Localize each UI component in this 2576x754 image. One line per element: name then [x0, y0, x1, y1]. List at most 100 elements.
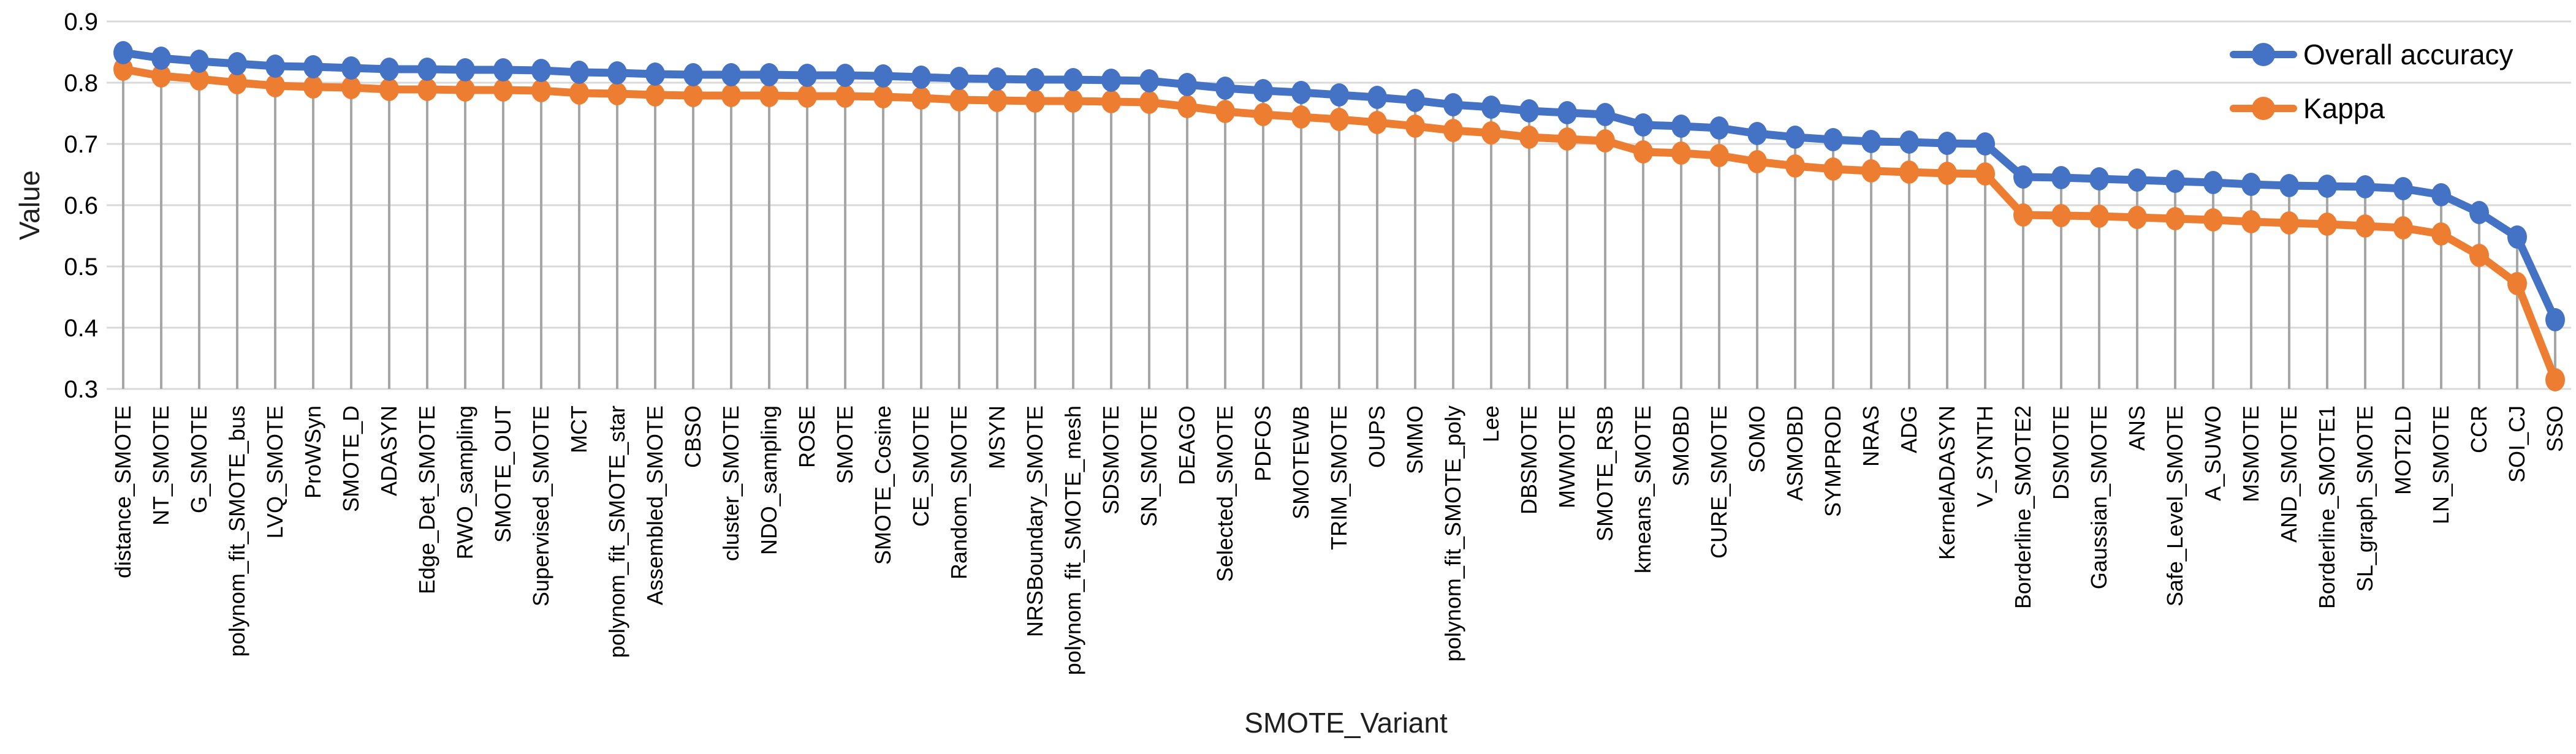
data-point: [949, 88, 969, 111]
x-tick-label: distance_SMOTE: [110, 405, 135, 578]
data-point: [455, 58, 475, 81]
legend-label: Overall accuracy: [2303, 39, 2513, 70]
data-point: [113, 41, 133, 64]
data-point: [2051, 204, 2071, 227]
x-tick-label: LVQ_SMOTE: [262, 405, 287, 538]
data-point: [721, 63, 741, 86]
x-tick-label: Random_SMOTE: [946, 405, 971, 579]
x-tick-label: CCR: [2466, 405, 2491, 453]
data-point: [1025, 89, 1045, 113]
legend-item-overall-accuracy[interactable]: Overall accuracy: [2230, 38, 2513, 71]
data-point: [265, 55, 285, 78]
x-tick-label: SDSMOTE: [1098, 405, 1123, 515]
data-point: [873, 64, 893, 88]
x-tick-label: DEAGO: [1174, 405, 1199, 485]
data-point: [1785, 126, 1805, 149]
data-point: [1367, 86, 1387, 109]
data-point: [2241, 173, 2261, 196]
data-point: [2469, 201, 2489, 224]
data-point: [2241, 210, 2261, 233]
x-tick-label: cluster_SMOTE: [718, 405, 743, 561]
data-point: [1177, 95, 1197, 118]
x-tick-label: SMOTE: [832, 405, 857, 484]
x-tick-label: Gaussian_SMOTE: [2086, 405, 2111, 589]
data-point: [2431, 222, 2451, 246]
data-point: [835, 85, 855, 108]
data-point: [151, 47, 171, 70]
data-point: [797, 85, 817, 108]
data-point: [721, 84, 741, 107]
x-tick-label: polynom_fit_SMOTE_star: [604, 405, 629, 658]
data-point: [1975, 132, 1995, 156]
data-point: [1937, 162, 1957, 185]
data-point: [1329, 108, 1349, 131]
data-point: [2545, 308, 2565, 331]
line-marker-icon: [2230, 42, 2297, 67]
x-tick-label: kmeans_SMOTE: [1630, 405, 1655, 573]
legend-label: Kappa: [2303, 92, 2385, 124]
data-point: [2013, 165, 2033, 189]
y-tick-label: 0.4: [64, 315, 98, 342]
data-point: [1975, 162, 1995, 186]
x-tick-label: RWO_sampling: [452, 405, 477, 559]
data-point: [987, 89, 1007, 112]
data-point: [645, 83, 665, 107]
data-point: [1101, 69, 1121, 92]
x-tick-label: Selected_SMOTE: [1212, 405, 1237, 582]
x-tick-label: Lee: [1478, 405, 1503, 442]
x-tick-label: ADASYN: [376, 405, 401, 496]
y-axis-title: Value: [13, 170, 45, 241]
legend-item-kappa[interactable]: Kappa: [2230, 92, 2513, 125]
data-point: [1405, 115, 1425, 138]
data-point: [2279, 174, 2299, 197]
data-point: [1747, 122, 1767, 145]
data-point: [493, 58, 513, 81]
x-tick-label: polynom_fit_SMOTE_bus: [224, 405, 249, 657]
data-point: [835, 64, 855, 87]
x-tick-label: SMOTEWB: [1288, 405, 1313, 519]
data-point: [417, 58, 437, 81]
data-point: [1443, 119, 1463, 142]
y-tick-label: 0.9: [64, 9, 98, 36]
x-tick-label: ANS: [2124, 405, 2149, 451]
data-point: [227, 71, 247, 94]
data-point: [531, 79, 551, 102]
data-point: [1557, 101, 1577, 124]
x-tick-label: SN_SMOTE: [1136, 405, 1161, 527]
x-tick-label: AND_SMOTE: [2276, 405, 2301, 543]
series-kappa: [113, 58, 2565, 391]
x-tick-label: CURE_SMOTE: [1706, 405, 1731, 559]
data-point: [1823, 128, 1843, 151]
data-point: [303, 75, 323, 99]
data-point: [2355, 175, 2375, 198]
data-point: [683, 63, 703, 86]
x-tick-label: V_SYNTH: [1972, 405, 1997, 507]
x-tick-label: SMOTE_Cosine: [870, 405, 895, 565]
x-tick-label: Assembled_SMOTE: [642, 405, 667, 605]
x-tick-label: A_SUWO: [2200, 405, 2225, 501]
data-point: [2127, 206, 2147, 229]
chart-legend: Overall accuracy Kappa: [2230, 38, 2513, 125]
data-point: [341, 56, 361, 80]
x-tick-label: polynom_fit_SMOTE_mesh: [1060, 405, 1085, 675]
data-point: [379, 58, 399, 81]
x-tick-label: Edge_Det_SMOTE: [414, 405, 439, 594]
data-point: [911, 86, 931, 110]
data-point: [2089, 205, 2109, 228]
data-point: [1215, 100, 1235, 123]
data-point: [1215, 77, 1235, 100]
data-point: [1139, 91, 1159, 114]
data-point: [1253, 79, 1273, 102]
data-point: [1823, 157, 1843, 181]
x-tick-label: MCT: [566, 405, 591, 453]
data-point: [1671, 141, 1691, 165]
data-point: [569, 61, 589, 84]
x-tick-label: ASMOBD: [1782, 405, 1807, 501]
data-point: [2051, 166, 2071, 189]
data-point: [1291, 105, 1311, 129]
data-point: [1785, 154, 1805, 178]
data-point: [2393, 216, 2413, 239]
data-point: [1633, 140, 1653, 164]
y-tick-label: 0.3: [64, 376, 98, 403]
